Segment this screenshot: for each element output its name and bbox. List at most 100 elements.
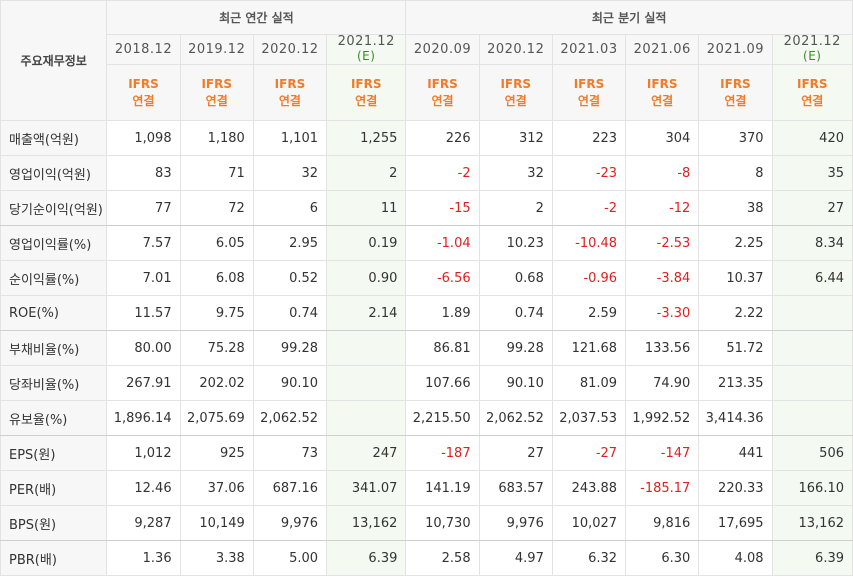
period-label: 2021.12 xyxy=(337,34,395,49)
period-label: 2018.12 xyxy=(114,41,173,57)
table-cell: 32 xyxy=(252,155,328,191)
table-cell: 11.57 xyxy=(106,295,181,331)
row-label: EPS(원) xyxy=(0,435,108,471)
row-label: PBR(배) xyxy=(0,540,108,576)
basis-label: 연결 xyxy=(132,93,155,108)
table-cell: 166.10 xyxy=(771,470,853,506)
column-period-header: 2020.12 xyxy=(252,34,328,65)
table-cell: 4.08 xyxy=(698,540,773,576)
table-cell: 32 xyxy=(478,155,553,191)
table-cell: 121.68 xyxy=(551,330,627,366)
table-cell: -1.04 xyxy=(405,225,480,261)
table-cell: 506 xyxy=(771,435,853,471)
table-cell: 2 xyxy=(326,155,407,191)
table-cell: -23 xyxy=(551,155,627,191)
row-label: 당기순이익(억원) xyxy=(0,190,108,226)
table-cell: 0.74 xyxy=(478,295,553,331)
table-cell: 99.28 xyxy=(252,330,328,366)
table-cell: 133.56 xyxy=(625,330,700,366)
table-cell: 220.33 xyxy=(698,470,773,506)
table-cell: 9,976 xyxy=(478,505,553,541)
ifrs-label: IFRS xyxy=(274,76,306,91)
table-row: 부채비율(%) 80.00 75.28 99.28 86.81 99.28 121.68 13… xyxy=(0,330,853,366)
table-cell xyxy=(326,400,407,436)
table-cell: 4.97 xyxy=(478,540,553,576)
column-basis-header: IFRS 연결 xyxy=(478,64,553,121)
column-basis-header: IFRS 연결 xyxy=(698,64,773,121)
table-cell xyxy=(771,295,853,331)
basis-label: 연결 xyxy=(577,93,600,108)
table-cell: 1,896.14 xyxy=(106,400,181,436)
table-cell: 0.19 xyxy=(326,225,407,261)
table-cell: 9,976 xyxy=(252,505,328,541)
row-label: 순이익률(%) xyxy=(0,260,108,296)
row-label: PER(배) xyxy=(0,470,108,506)
table-cell: 6.39 xyxy=(771,540,853,576)
column-basis-header: IFRS 연결 xyxy=(252,64,328,121)
column-basis-header: IFRS 연결 xyxy=(771,64,853,121)
table-cell: -3.30 xyxy=(625,295,700,331)
basis-label: 연결 xyxy=(724,93,747,108)
table-cell: 2.22 xyxy=(698,295,773,331)
table-row: 영업이익률(%) 7.57 6.05 2.95 0.19 -1.04 10.23 -10.48… xyxy=(0,225,853,261)
period-label: 2021.03 xyxy=(560,41,618,57)
table-cell: 202.02 xyxy=(179,365,254,401)
table-cell: 6.30 xyxy=(625,540,700,576)
period-header-row: 2018.12 2019.12 2020.12 2021.12 (E) 2020.09 20… xyxy=(1,34,853,65)
table-cell: 267.91 xyxy=(106,365,181,401)
table-cell: 226 xyxy=(405,120,480,156)
table-cell: 0.74 xyxy=(252,295,328,331)
table-cell: 99.28 xyxy=(478,330,553,366)
table-cell: 2,075.69 xyxy=(179,400,254,436)
table-cell: 81.09 xyxy=(551,365,627,401)
table-cell: 75.28 xyxy=(179,330,254,366)
table-cell: 0.52 xyxy=(252,260,328,296)
table-cell: 72 xyxy=(179,190,254,226)
table-cell: -12 xyxy=(625,190,700,226)
row-label: 부채비율(%) xyxy=(0,330,108,366)
estimate-mark: (E) xyxy=(803,49,822,63)
table-cell: 2,037.53 xyxy=(551,400,627,436)
period-label: 2020.09 xyxy=(413,41,472,57)
table-cell: 6.39 xyxy=(326,540,407,576)
table-cell: 12.46 xyxy=(106,470,181,506)
table-cell: 107.66 xyxy=(405,365,480,401)
basis-label: 연결 xyxy=(205,93,228,108)
table-cell: 10.23 xyxy=(478,225,553,261)
column-period-header: 2021.03 xyxy=(551,34,627,65)
row-label: 영업이익률(%) xyxy=(0,225,108,261)
table-cell: 1,098 xyxy=(106,120,181,156)
table-row: 당좌비율(%) 267.91 202.02 90.10 107.66 90.10 81.09… xyxy=(0,365,853,401)
table-cell: -2 xyxy=(551,190,627,226)
basis-label: 연결 xyxy=(801,93,824,108)
table-cell: -0.96 xyxy=(551,260,627,296)
table-cell: -15 xyxy=(405,190,480,226)
table-cell: 6.32 xyxy=(551,540,627,576)
table-cell: 1.89 xyxy=(405,295,480,331)
basis-label: 연결 xyxy=(278,93,301,108)
period-label: 2019.12 xyxy=(188,41,246,57)
ifrs-label: IFRS xyxy=(350,76,382,91)
column-basis-header: IFRS 연결 xyxy=(106,64,181,121)
table-cell: 51.72 xyxy=(698,330,773,366)
row-label: 유보율(%) xyxy=(0,400,108,436)
table-cell: 223 xyxy=(551,120,627,156)
table-cell: 2.58 xyxy=(405,540,480,576)
ifrs-label: IFRS xyxy=(573,76,605,91)
row-label: ROE(%) xyxy=(0,295,108,331)
table-cell: -10.48 xyxy=(551,225,627,261)
table-cell: 27 xyxy=(771,190,853,226)
table-cell: -3.84 xyxy=(625,260,700,296)
period-label: 2020.12 xyxy=(487,41,545,57)
table-cell: -27 xyxy=(551,435,627,471)
table-cell: 9.75 xyxy=(179,295,254,331)
table-cell: -8 xyxy=(625,155,700,191)
table-cell: 6.08 xyxy=(179,260,254,296)
row-label: 당좌비율(%) xyxy=(0,365,108,401)
quarter-group-header: 최근 분기 실적 xyxy=(405,0,853,35)
column-basis-header: IFRS 연결 xyxy=(551,64,627,121)
table-cell: 1,255 xyxy=(326,120,407,156)
table-cell: 8.34 xyxy=(771,225,853,261)
row-label: 매출액(억원) xyxy=(0,120,108,156)
